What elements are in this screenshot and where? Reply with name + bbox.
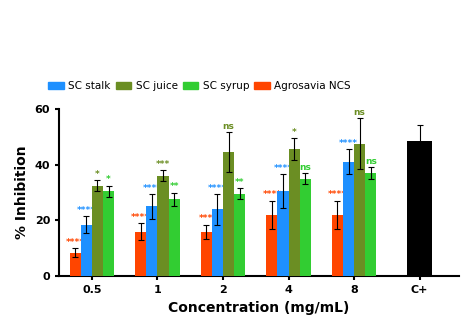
Bar xyxy=(277,191,289,277)
Text: ****: **** xyxy=(328,190,347,200)
Text: ****: **** xyxy=(339,139,358,148)
Text: ****: **** xyxy=(77,206,96,215)
Legend: SC stalk, SC juice, SC syrup, Agrosavia NCS: SC stalk, SC juice, SC syrup, Agrosavia … xyxy=(44,77,355,95)
Text: *: * xyxy=(292,128,297,137)
Text: **: ** xyxy=(235,178,245,187)
Text: ns: ns xyxy=(365,157,377,166)
Text: ***: *** xyxy=(156,160,170,169)
Bar xyxy=(169,200,180,277)
Bar xyxy=(223,152,234,277)
Bar xyxy=(70,253,81,277)
Bar xyxy=(135,232,146,277)
Bar xyxy=(212,209,223,277)
Text: ns: ns xyxy=(354,108,365,117)
Bar xyxy=(157,176,169,277)
Bar xyxy=(343,162,354,277)
Y-axis label: % Inhibition: % Inhibition xyxy=(15,146,29,239)
Bar xyxy=(201,232,212,277)
Bar xyxy=(289,149,300,277)
Bar xyxy=(408,141,432,277)
Text: ****: **** xyxy=(142,183,161,192)
Bar xyxy=(300,179,311,277)
Text: ****: **** xyxy=(262,190,282,200)
X-axis label: Concentration (mg/mL): Concentration (mg/mL) xyxy=(168,301,350,315)
Bar xyxy=(266,215,277,277)
Bar xyxy=(234,194,245,277)
Bar xyxy=(354,144,365,277)
Bar xyxy=(146,207,157,277)
Bar xyxy=(92,185,103,277)
Text: ****: **** xyxy=(273,164,292,173)
Text: ****: **** xyxy=(131,213,150,222)
Text: ns: ns xyxy=(299,163,311,172)
Text: ****: **** xyxy=(65,238,85,247)
Bar xyxy=(103,191,114,277)
Text: *: * xyxy=(106,175,111,184)
Text: **: ** xyxy=(169,182,179,191)
Text: ****: **** xyxy=(208,183,227,192)
Text: ***: *** xyxy=(199,214,213,223)
Text: *: * xyxy=(95,170,100,179)
Bar xyxy=(365,173,376,277)
Bar xyxy=(81,225,92,277)
Bar xyxy=(332,215,343,277)
Text: ns: ns xyxy=(223,122,235,131)
